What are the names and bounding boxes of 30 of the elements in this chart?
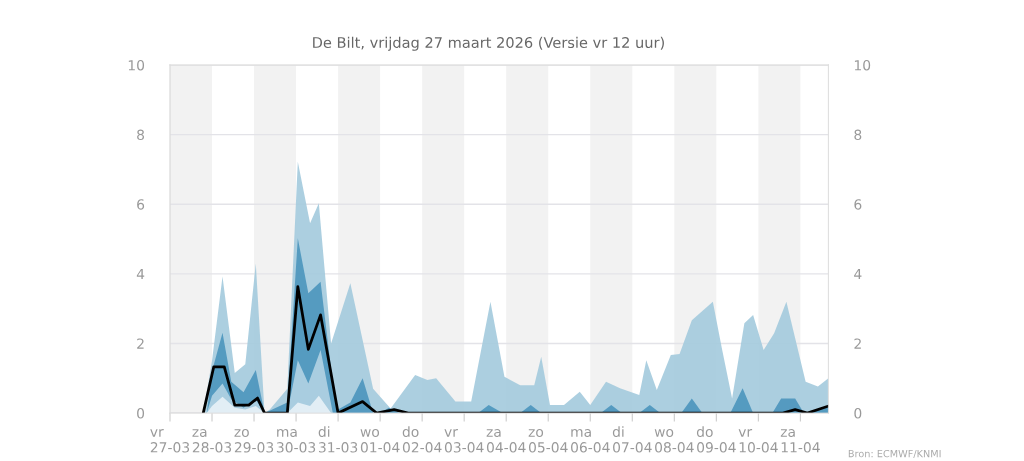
- y-tick-label: 4: [136, 268, 145, 280]
- x-tick-label: vr 03-04: [444, 429, 484, 453]
- x-tick-label: za 04-04: [486, 429, 526, 453]
- chart-title: De Bilt, vrijdag 27 maart 2026 (Versie vr 12 uur): [313, 36, 664, 51]
- x-tick-label: zo 05-04: [528, 429, 568, 453]
- x-tick-label: do 02-04: [402, 426, 442, 453]
- y-tick-label: 0: [137, 408, 145, 419]
- x-tick-label: wo 08-04: [654, 429, 694, 453]
- y2-tick-label: 10: [854, 59, 871, 71]
- x-tick-label: ma 06-04: [571, 429, 610, 453]
- y-tick-label: 8: [137, 129, 145, 141]
- x-tick-label: do 09-04: [696, 426, 736, 453]
- y2-tick-label: 0: [854, 408, 862, 419]
- x-tick-label: vr 10-04: [738, 429, 778, 453]
- x-tick-label: za 28-03: [192, 429, 232, 453]
- y2-tick-label: 6: [854, 199, 862, 210]
- x-tick-label: ma 30-03: [276, 429, 316, 453]
- y-tick-label: 10: [128, 59, 145, 71]
- x-tick-label: di 31-03: [318, 426, 358, 453]
- x-tick-label: za 11-04: [780, 429, 820, 453]
- x-tick-label: di 07-04: [612, 426, 652, 453]
- x-tick-label: vr 27-03: [150, 429, 190, 453]
- text: Bron: ECMWF/KNMI: [848, 449, 941, 459]
- x-tick-label: zo 29-03: [234, 429, 274, 453]
- y2-tick-label: 2: [854, 338, 861, 349]
- x-tick-label: wo 01-04: [360, 429, 400, 453]
- y-tick-label: 6: [137, 199, 145, 210]
- y2-tick-label: 8: [854, 129, 862, 141]
- y2-tick-label: 4: [854, 268, 862, 280]
- y-tick-label: 2: [137, 338, 144, 349]
